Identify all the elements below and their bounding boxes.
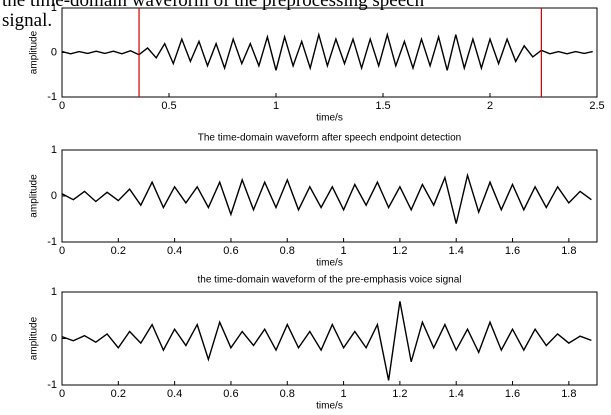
y-axis-label: amplitude <box>29 30 40 74</box>
x-tick-label: 0 <box>59 100 65 112</box>
x-tick-label: 0.6 <box>223 245 238 257</box>
x-axis-label: time/s <box>316 401 343 412</box>
x-tick-label: 1.2 <box>392 388 407 400</box>
x-tick-label: 0.2 <box>111 245 126 257</box>
x-tick-label: 1 <box>341 388 347 400</box>
y-tick-label: 0 <box>51 46 57 58</box>
y-axis-label: amplitude <box>29 174 40 218</box>
y-tick-label: 0 <box>51 190 57 202</box>
x-tick-label: 1.4 <box>449 245 464 257</box>
y-tick-label: -1 <box>47 91 57 103</box>
y-axis-label: amplitude <box>29 316 40 360</box>
y-tick-label: -1 <box>47 379 57 391</box>
x-tick-label: 1 <box>273 100 279 112</box>
x-tick-label: 1.6 <box>505 245 520 257</box>
x-tick-label: 1.5 <box>375 100 390 112</box>
x-axis-label: time/s <box>316 113 343 124</box>
x-axis-label: time/s <box>316 258 343 269</box>
y-tick-label: 1 <box>51 286 57 298</box>
waveform <box>61 301 592 381</box>
x-tick-label: 0.6 <box>223 388 238 400</box>
x-tick-label: 0.8 <box>280 388 295 400</box>
x-tick-label: 0 <box>59 245 65 257</box>
chart-title: the time-domain waveform of the preproce… <box>2 0 425 31</box>
y-tick-label: -1 <box>47 236 57 248</box>
x-tick-label: 0.4 <box>167 245 182 257</box>
x-tick-label: 0.8 <box>280 245 295 257</box>
x-tick-label: 1 <box>341 245 347 257</box>
y-tick-label: 1 <box>51 2 57 14</box>
x-tick-label: 0 <box>59 388 65 400</box>
plot-area <box>61 149 598 243</box>
x-tick-label: 1.4 <box>449 388 464 400</box>
x-tick-label: 1.8 <box>561 245 576 257</box>
x-tick-label: 0.2 <box>111 388 126 400</box>
x-tick-label: 2 <box>487 100 493 112</box>
chart-title: the time-domain waveform of the pre-emph… <box>197 275 461 286</box>
x-tick-label: 1.2 <box>392 245 407 257</box>
y-tick-label: 1 <box>51 144 57 156</box>
waveform <box>61 31 593 71</box>
x-tick-label: 0.5 <box>161 100 176 112</box>
x-tick-label: 1.6 <box>505 388 520 400</box>
y-tick-label: 0 <box>51 332 57 344</box>
x-tick-label: 0.4 <box>167 388 182 400</box>
waveform <box>61 172 592 224</box>
chart-title: The time-domain waveform after speech en… <box>198 133 461 144</box>
x-tick-label: 1.8 <box>561 388 576 400</box>
x-tick-label: 2.5 <box>589 100 604 112</box>
